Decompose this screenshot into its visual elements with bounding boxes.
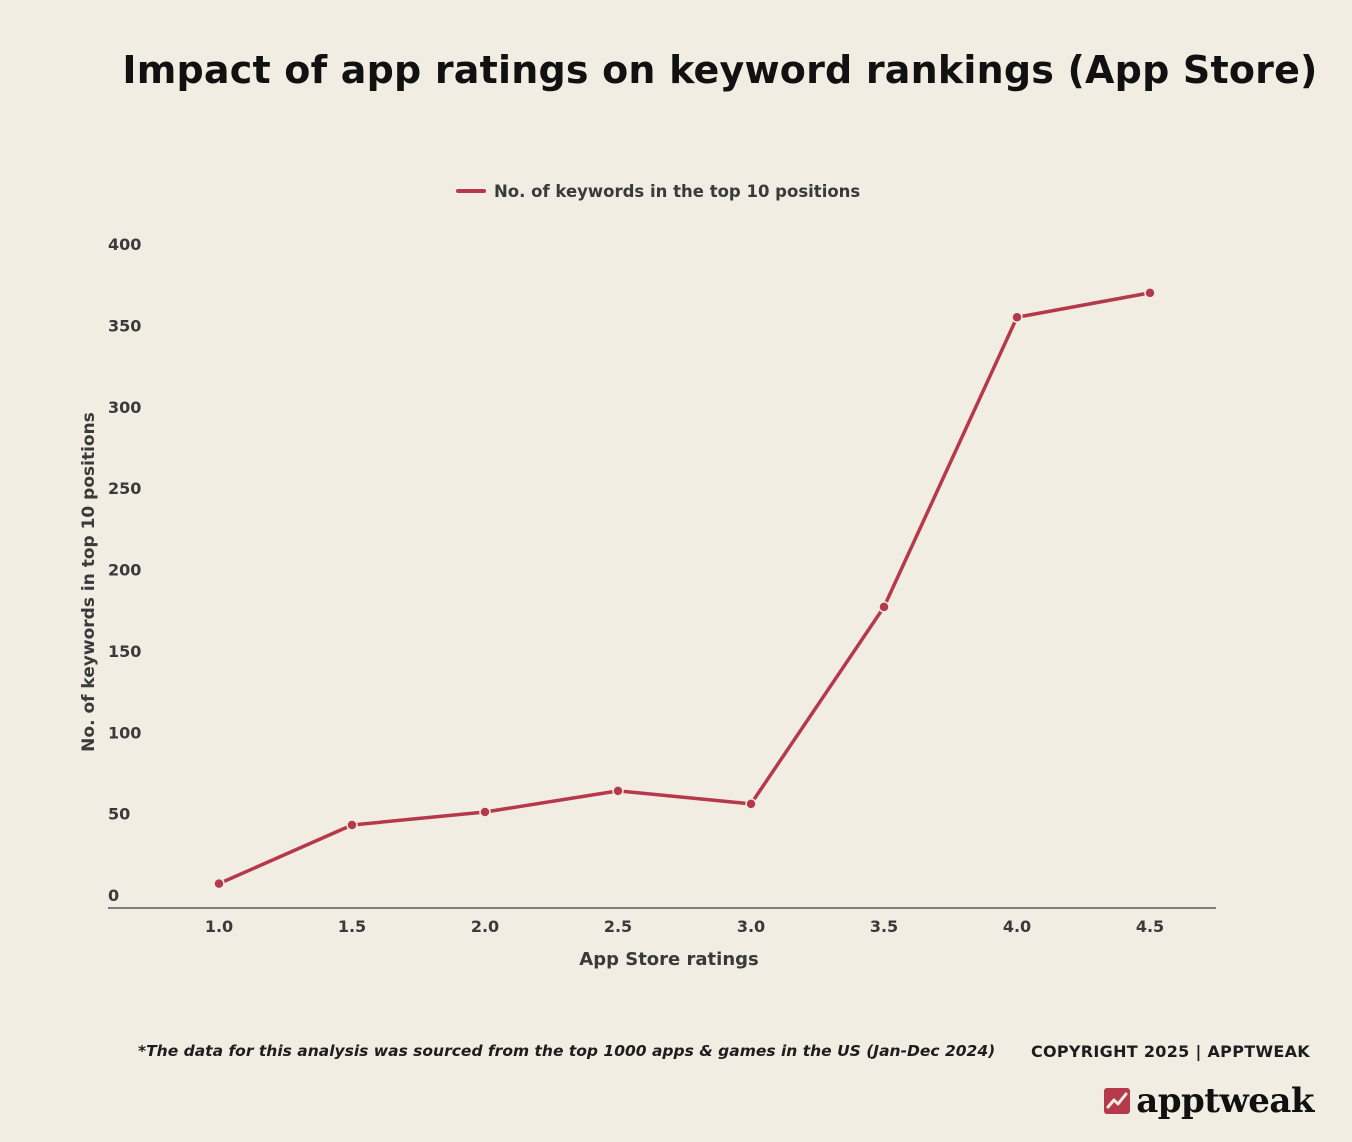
- data-point: [213, 877, 225, 890]
- x-tick-label: 1.5: [338, 917, 366, 936]
- x-tick-label: 4.5: [1136, 917, 1164, 936]
- x-tick-label: 4.0: [1003, 917, 1031, 936]
- y-axis-ticks: 0 50 100 150 200 250 300 350 400: [108, 235, 141, 905]
- y-tick-label: 50: [108, 805, 130, 824]
- brand-logo: apptweak: [1104, 1084, 1314, 1118]
- x-tick-label: 3.5: [870, 917, 898, 936]
- series-line: [217, 291, 1152, 886]
- legend: No. of keywords in the top 10 positions: [456, 182, 860, 201]
- data-points: [213, 287, 1156, 890]
- legend-label: No. of keywords in the top 10 positions: [494, 182, 860, 201]
- data-point: [612, 785, 624, 797]
- data-source-note: *The data for this analysis was sourced …: [138, 1042, 996, 1060]
- data-point: [479, 806, 491, 818]
- data-point: [1011, 311, 1023, 323]
- x-tick-label: 2.5: [604, 917, 632, 936]
- brand-name: apptweak: [1136, 1081, 1314, 1121]
- data-point: [346, 819, 358, 831]
- y-tick-label: 100: [108, 723, 141, 742]
- y-axis-label: No. of keywords in top 10 positions: [79, 412, 99, 752]
- y-tick-label: 300: [108, 398, 141, 417]
- x-tick-label: 1.0: [205, 917, 233, 936]
- x-tick-label: 2.0: [471, 917, 499, 936]
- chart-title: Impact of app ratings on keyword ranking…: [122, 48, 1318, 92]
- y-tick-label: 400: [108, 235, 141, 254]
- x-axis-ticks: 1.0 1.5 2.0 2.5 3.0 3.5 4.0 4.5: [205, 917, 1164, 936]
- x-tick-label: 3.0: [737, 917, 765, 936]
- apptweak-logo-icon: [1104, 1088, 1131, 1114]
- y-tick-label: 150: [108, 642, 141, 661]
- x-axis-label: App Store ratings: [579, 949, 758, 970]
- y-tick-label: 250: [108, 479, 141, 498]
- y-tick-label: 0: [108, 886, 119, 905]
- y-tick-label: 200: [108, 561, 141, 580]
- data-point: [878, 601, 890, 613]
- copyright-text: COPYRIGHT 2025 | APPTWEAK: [1030, 1042, 1310, 1061]
- data-point: [1144, 287, 1156, 299]
- data-point: [745, 798, 757, 810]
- y-tick-label: 350: [108, 316, 141, 335]
